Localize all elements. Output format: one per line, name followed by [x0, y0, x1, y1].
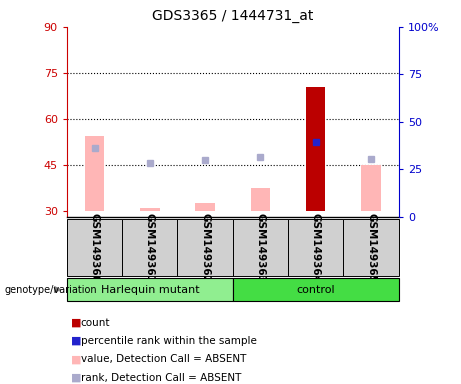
- Bar: [122, 219, 177, 276]
- Bar: [361, 165, 381, 211]
- Bar: [67, 219, 122, 276]
- Text: Harlequin mutant: Harlequin mutant: [100, 285, 199, 295]
- Text: GSM149361: GSM149361: [145, 213, 155, 283]
- Bar: [233, 278, 399, 301]
- Text: count: count: [81, 318, 110, 328]
- Text: GSM149363: GSM149363: [255, 213, 266, 283]
- Text: GSM149362: GSM149362: [200, 213, 210, 283]
- Bar: [288, 219, 343, 276]
- Bar: [140, 209, 160, 211]
- Bar: [343, 219, 399, 276]
- Text: ■: ■: [71, 336, 82, 346]
- Text: rank, Detection Call = ABSENT: rank, Detection Call = ABSENT: [81, 373, 241, 383]
- Bar: [85, 136, 104, 211]
- Text: ■: ■: [71, 354, 82, 364]
- Bar: [67, 278, 233, 301]
- Text: genotype/variation: genotype/variation: [5, 285, 97, 295]
- Bar: [233, 219, 288, 276]
- Bar: [177, 219, 233, 276]
- Bar: [195, 203, 215, 211]
- Bar: [251, 188, 270, 211]
- Text: ■: ■: [71, 373, 82, 383]
- Text: ■: ■: [71, 318, 82, 328]
- Bar: [306, 87, 325, 211]
- Text: GSM149365: GSM149365: [366, 213, 376, 283]
- Text: control: control: [296, 285, 335, 295]
- Text: GSM149360: GSM149360: [89, 213, 100, 283]
- Text: value, Detection Call = ABSENT: value, Detection Call = ABSENT: [81, 354, 246, 364]
- Title: GDS3365 / 1444731_at: GDS3365 / 1444731_at: [152, 9, 313, 23]
- Text: percentile rank within the sample: percentile rank within the sample: [81, 336, 257, 346]
- Text: GSM149364: GSM149364: [311, 213, 321, 283]
